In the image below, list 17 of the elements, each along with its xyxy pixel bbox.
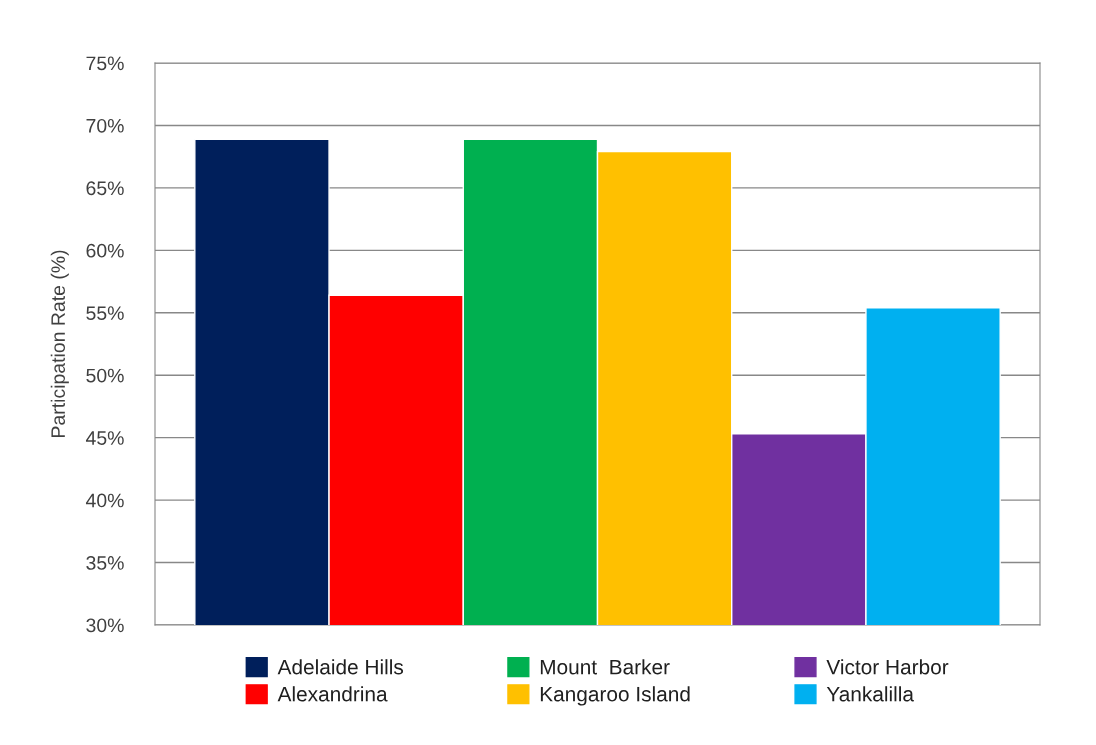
legend-label: Alexandrina — [277, 686, 388, 702]
y-tick-label: 40% — [85, 493, 124, 508]
y-tick-label: 60% — [86, 243, 124, 258]
legend-label: Adelaide Hills — [277, 659, 404, 675]
y-tick-label: 50% — [86, 368, 124, 383]
legend-label: Victor Harbor — [826, 659, 949, 675]
y-axis-title: Participation Rate (%) — [50, 250, 69, 437]
y-tick-label: 75% — [86, 56, 124, 71]
y-tick-label: 30% — [86, 618, 124, 633]
y-tick-label: 55% — [86, 306, 124, 321]
legend-label: Mount Barker — [540, 659, 670, 675]
y-tick-label: 65% — [86, 181, 124, 196]
legend-label: Kangaroo Island — [540, 686, 690, 706]
y-tick-label: 70% — [86, 118, 124, 133]
y-tick-label: 45% — [85, 431, 124, 445]
y-tick-label: 35% — [86, 556, 124, 570]
legend-label: Yankalilla — [826, 686, 914, 702]
